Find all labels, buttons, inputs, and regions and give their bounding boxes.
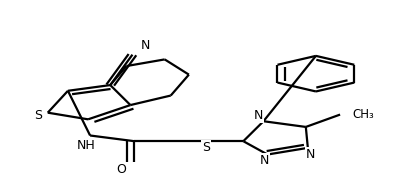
Text: N: N: [305, 148, 314, 161]
Text: S: S: [34, 109, 42, 122]
Text: N: N: [259, 154, 269, 167]
Text: N: N: [141, 39, 150, 52]
Text: NH: NH: [77, 139, 95, 152]
Text: CH₃: CH₃: [351, 108, 373, 121]
Text: S: S: [202, 141, 210, 154]
Text: N: N: [254, 109, 263, 122]
Text: O: O: [116, 163, 126, 176]
